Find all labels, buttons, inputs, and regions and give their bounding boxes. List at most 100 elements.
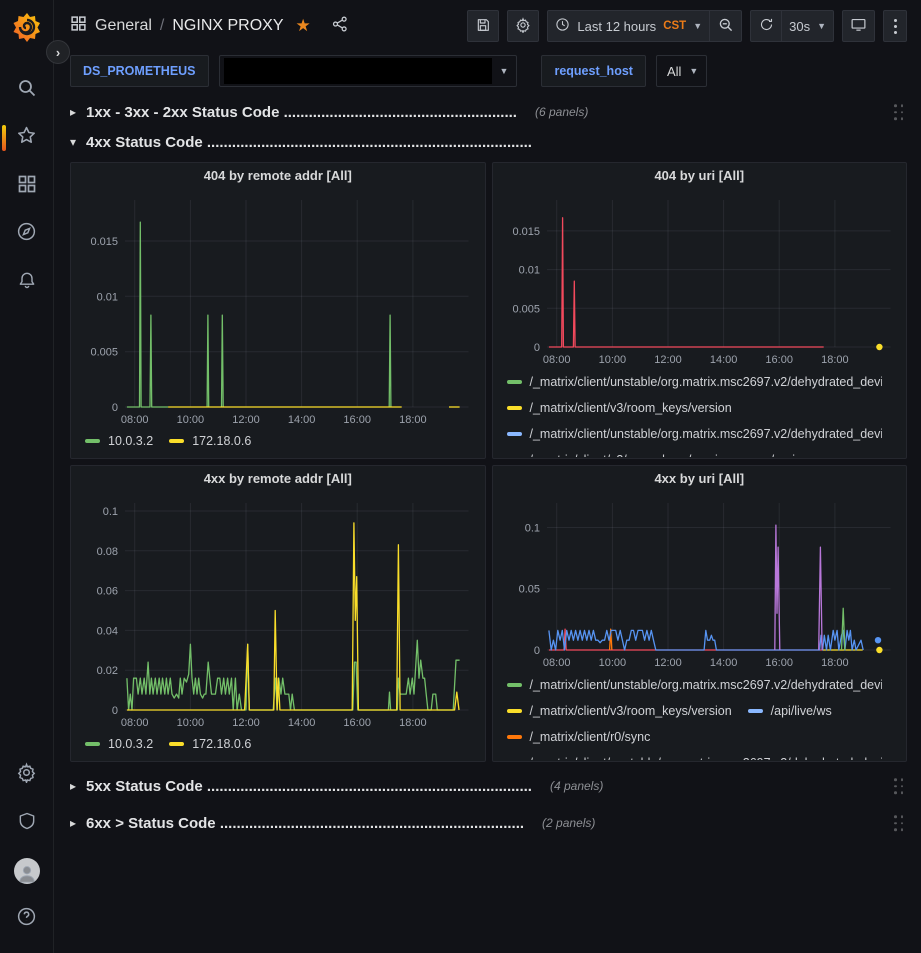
sidebar-item-alerting[interactable]	[0, 258, 54, 306]
sidebar-item-configuration[interactable]	[0, 751, 54, 799]
row-drag-handle[interactable]	[892, 776, 905, 796]
sidebar-item-search[interactable]	[0, 66, 54, 114]
series-label: 172.18.0.6	[192, 434, 252, 448]
series-label: /_matrix/client/v3/room_keys/version	[529, 401, 732, 415]
dashboard-title[interactable]: NGINX PROXY	[172, 17, 284, 34]
series-label: 10.0.3.2	[108, 434, 154, 448]
help-icon	[16, 906, 37, 932]
star-favorite-icon[interactable]: ★	[295, 16, 311, 35]
dashboard-settings-button[interactable]	[507, 10, 540, 42]
row-drag-handle[interactable]	[892, 102, 905, 122]
sidebar-item-starred[interactable]	[0, 114, 54, 162]
save-dashboard-button[interactable]	[467, 10, 500, 42]
row-header-6xx[interactable]: ▸ 6xx > Status Code ....................…	[70, 809, 907, 837]
panel-legend: /_matrix/client/unstable/org.matrix.msc2…	[501, 369, 899, 457]
breadcrumb-folder[interactable]: General	[95, 17, 152, 34]
sidebar-expand-button[interactable]: ›	[46, 40, 70, 64]
svg-text:0.08: 0.08	[97, 546, 118, 558]
timeseries-chart[interactable]: 0 0.02 0.04 0.06 0.08 0.1 08:00 10:00 12:00 14:00…	[79, 493, 477, 732]
legend-item[interactable]: /_matrix/client/unstable/org.matrix.msc2…	[507, 750, 883, 760]
legend-item[interactable]: /_matrix/client/unstable/org.matrix.msc2…	[506, 421, 883, 447]
panel-title[interactable]: 4xx by remote addr [All]	[203, 471, 352, 486]
grafana-logo-icon[interactable]	[10, 10, 44, 44]
sidebar-item-explore[interactable]	[0, 210, 54, 258]
legend-item[interactable]: /_matrix/client/r0/sync	[506, 724, 651, 750]
panel-title[interactable]: 404 by remote addr [All]	[203, 168, 352, 183]
legend-item[interactable]: 172.18.0.6	[169, 429, 251, 453]
dashboard-variables-row: DS_PROMETHEUS ▼ request_host All ▼	[54, 52, 921, 90]
legend-item[interactable]: 10.0.3.2	[85, 429, 153, 453]
apps-grid-icon	[70, 15, 87, 37]
svg-text:0.01: 0.01	[518, 265, 539, 277]
tv-mode-button[interactable]	[842, 10, 875, 42]
svg-text:0.1: 0.1	[103, 506, 118, 518]
timeseries-chart[interactable]: 0 0.005 0.01 0.015 08:00 10:00 12:00 14:00 16:00…	[79, 190, 477, 429]
timeseries-chart[interactable]: 0 0.005 0.01 0.015 08:00 10:00 12:00 14:00 16:00…	[501, 190, 899, 369]
legend-item[interactable]: /_matrix/client/unstable/org.matrix.msc2…	[506, 369, 883, 395]
series-label: /_matrix/client/v3/room_keys/version	[530, 453, 732, 457]
row-title: 6xx > Status Code ......................…	[86, 814, 525, 832]
row-header-5xx[interactable]: ▸ 5xx Status Code ......................…	[70, 772, 907, 800]
variable-request-host-select[interactable]: All ▼	[655, 55, 708, 87]
series-label: /_matrix/client/unstable/org.matrix.msc2…	[529, 427, 883, 441]
time-controls: Last 12 hours CST ▼	[547, 10, 743, 42]
sidebar-item-help[interactable]	[0, 895, 54, 943]
zoom-out-button[interactable]	[710, 10, 743, 42]
refresh-button[interactable]	[750, 10, 783, 42]
row-drag-handle[interactable]	[892, 813, 905, 833]
svg-text:10:00: 10:00	[598, 354, 626, 366]
more-options-button[interactable]	[883, 10, 907, 42]
panel-title[interactable]: 404 by uri [All]	[654, 168, 745, 183]
variable-datasource-label[interactable]: DS_PROMETHEUS	[70, 55, 209, 87]
svg-text:12:00: 12:00	[232, 414, 260, 426]
legend-item[interactable]: /api/live/ws	[747, 698, 832, 724]
sidebar-item-profile[interactable]	[0, 847, 54, 895]
compass-icon	[16, 221, 37, 247]
row-header-4xx[interactable]: ▾ 4xx Status Code ......................…	[70, 128, 907, 156]
svg-text:16:00: 16:00	[343, 414, 371, 426]
request-host-value: All	[666, 63, 682, 79]
monitor-icon	[850, 16, 867, 36]
legend-swatch	[506, 432, 522, 436]
legend-item[interactable]: 10.0.3.2	[85, 732, 153, 756]
svg-text:0.01: 0.01	[97, 291, 118, 303]
svg-text:16:00: 16:00	[765, 354, 793, 366]
legend-item[interactable]: /_matrix/client/v3/room_keys/version	[506, 698, 732, 724]
time-range-picker[interactable]: Last 12 hours CST ▼	[547, 10, 711, 42]
sidebar: ›	[0, 0, 70, 953]
series-label: /_matrix/client/r0/sync	[529, 730, 651, 744]
panel-title[interactable]: 4xx by uri [All]	[654, 471, 745, 486]
timeseries-chart[interactable]: 0 0.05 0.1 08:00 10:00 12:00 14:00 16:00 18:00	[501, 493, 899, 672]
legend-item[interactable]: /_matrix/client/unstable/org.matrix.msc2…	[506, 672, 882, 698]
svg-text:0.06: 0.06	[97, 586, 118, 598]
legend-item[interactable]: 172.18.0.6	[169, 732, 251, 756]
svg-text:08:00: 08:00	[121, 414, 149, 426]
variable-request-host-label[interactable]: request_host	[541, 55, 646, 87]
save-icon	[475, 17, 491, 36]
panel-404-by-remote-addr: 404 by remote addr [All] 0 0.005 0.01 0.015…	[70, 162, 486, 459]
legend-swatch	[85, 439, 100, 443]
svg-text:08:00: 08:00	[121, 717, 149, 729]
sidebar-item-dashboards[interactable]	[0, 162, 54, 210]
legend-swatch	[169, 742, 185, 746]
panel-legend: 10.0.3.2 172.18.0.6	[79, 732, 477, 760]
series-label: /_matrix/client/unstable/org.matrix.msc2…	[529, 375, 883, 389]
row-header-1xx[interactable]: ▸ 1xx - 3xx - 2xx Status Code ..........…	[70, 98, 907, 126]
legend-item[interactable]: /sw.js	[748, 447, 802, 457]
series-label: 10.0.3.2	[108, 737, 154, 751]
panel-legend: /_matrix/client/unstable/org.matrix.msc2…	[501, 672, 899, 760]
variable-datasource-select[interactable]: ▼	[218, 55, 518, 87]
legend-swatch	[506, 380, 522, 384]
series-label: /_matrix/client/v3/room_keys/version	[529, 704, 732, 718]
legend-item[interactable]: /_matrix/client/v3/room_keys/version	[506, 395, 732, 421]
share-icon[interactable]	[331, 15, 349, 38]
dashboard-canvas: ▸ 1xx - 3xx - 2xx Status Code ..........…	[54, 90, 921, 953]
legend-swatch	[506, 683, 522, 687]
chevron-down-icon: ▼	[499, 66, 509, 76]
refresh-interval-picker[interactable]: 30s ▼	[782, 10, 834, 42]
svg-text:18:00: 18:00	[399, 414, 427, 426]
refresh-interval-value: 30s	[789, 18, 811, 34]
dashboards-grid-icon	[17, 174, 37, 199]
legend-item[interactable]: /_matrix/client/v3/room_keys/version	[507, 447, 732, 457]
sidebar-item-server-admin[interactable]	[0, 799, 54, 847]
